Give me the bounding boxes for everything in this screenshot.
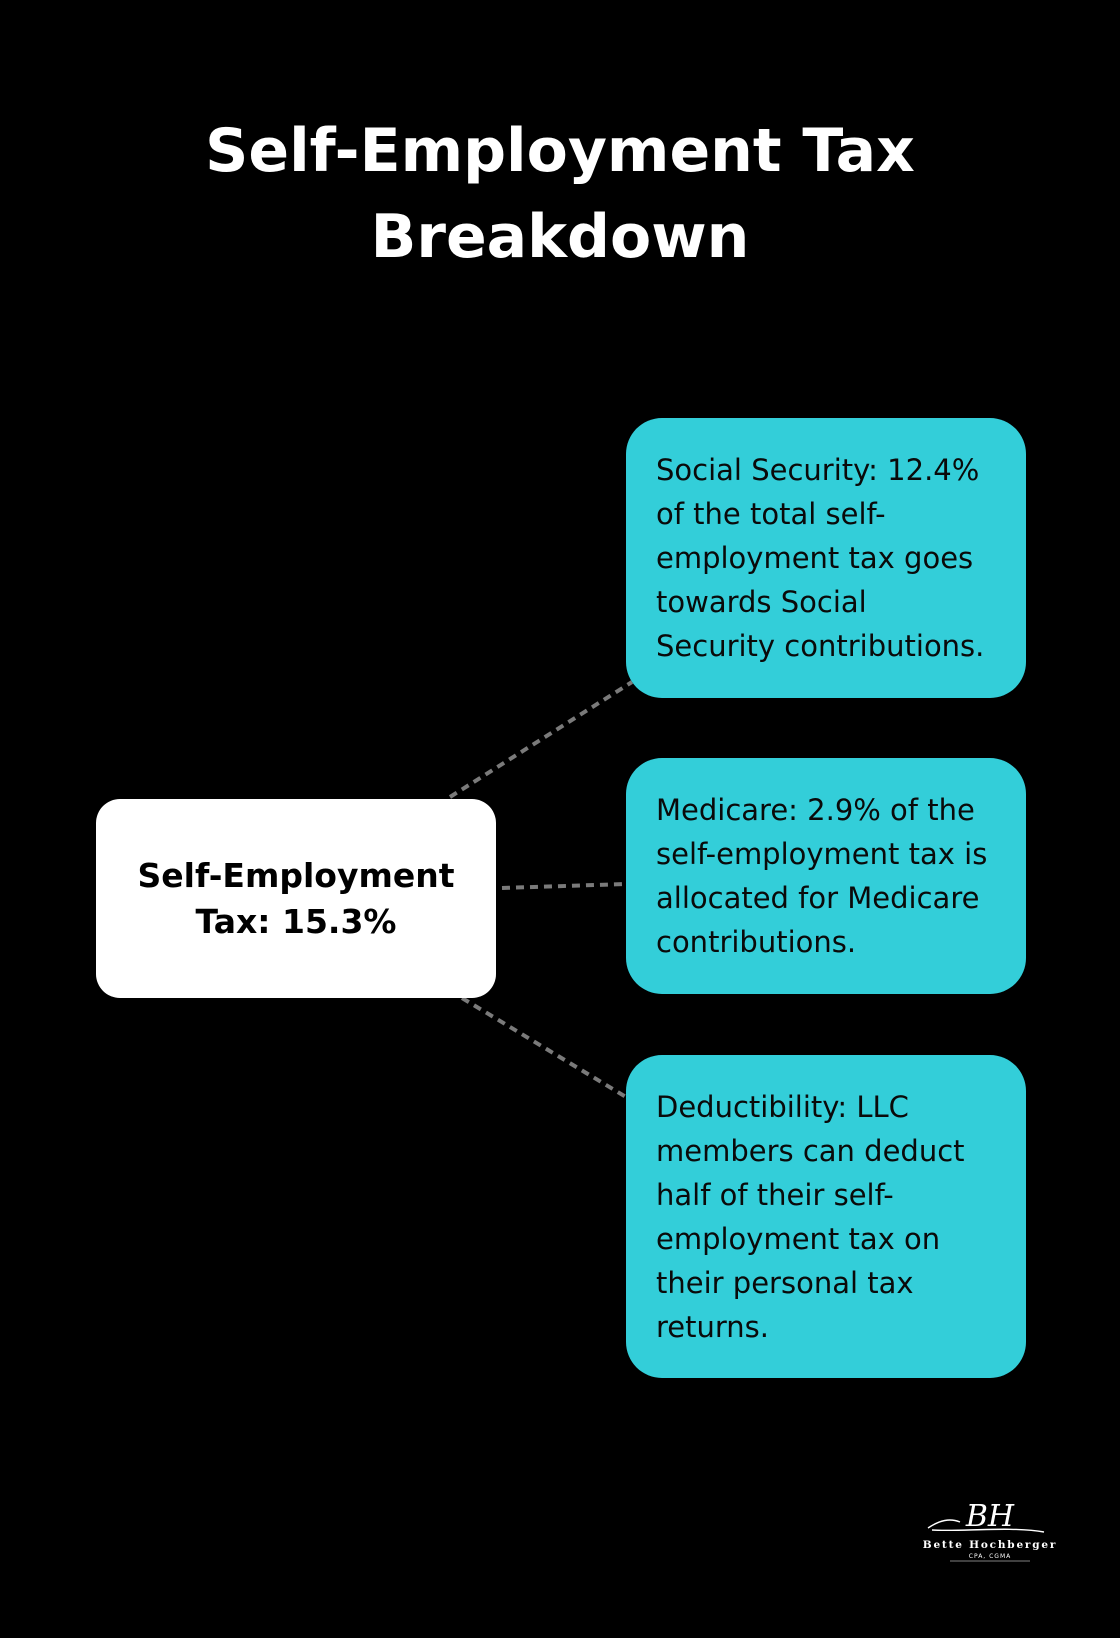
- deductibility-line: their personal tax: [656, 1265, 914, 1300]
- deductibility-box: Deductibility: LLC members can deduct ha…: [626, 1055, 1026, 1378]
- logo-signature-swash: [927, 1519, 1045, 1533]
- social-security-line: Security contributions.: [656, 629, 985, 663]
- connector-deductibility: [460, 996, 628, 1099]
- medicare-line: Medicare: 2.9% of the: [656, 793, 975, 827]
- connector-medicare: [501, 882, 627, 890]
- social-security-line: Social Security: 12.4%: [656, 453, 980, 487]
- medicare-line: self-employment tax is: [656, 837, 988, 871]
- title-line-1: Self-Employment Tax: [205, 116, 915, 186]
- social-security-line: towards Social: [656, 585, 867, 619]
- medicare-box: Medicare: 2.9% of the self-employment ta…: [626, 758, 1026, 994]
- deductibility-line: returns.: [656, 1309, 769, 1344]
- medicare-line: allocated for Medicare: [656, 881, 980, 915]
- social-security-line: employment tax goes: [656, 541, 974, 575]
- social-security-box: Social Security: 12.4% of the total self…: [626, 418, 1026, 698]
- central-node-line-2: Tax: 15.3%: [195, 901, 397, 941]
- deductibility-line: Deductibility: LLC: [656, 1089, 909, 1124]
- deductibility-line: half of their self-: [656, 1177, 894, 1212]
- logo-name: Bette Hochberger: [923, 1539, 1057, 1551]
- diagram-title: Self-Employment Tax Breakdown: [0, 108, 1120, 280]
- title-line-2: Breakdown: [370, 202, 750, 272]
- connector-social-security: [448, 680, 634, 799]
- central-node-line-1: Self-Employment: [137, 855, 455, 895]
- logo-monogram: BH: [965, 1499, 1015, 1534]
- brand-logo: BH Bette Hochberger CPA, CGMA: [923, 1499, 1057, 1562]
- medicare-line: contributions.: [656, 925, 857, 959]
- deductibility-line: employment tax on: [656, 1221, 941, 1256]
- social-security-line: of the total self-: [656, 497, 886, 531]
- central-node: Self-Employment Tax: 15.3%: [96, 799, 496, 998]
- deductibility-line: members can deduct: [656, 1133, 965, 1168]
- logo-credentials: CPA, CGMA: [969, 1553, 1011, 1560]
